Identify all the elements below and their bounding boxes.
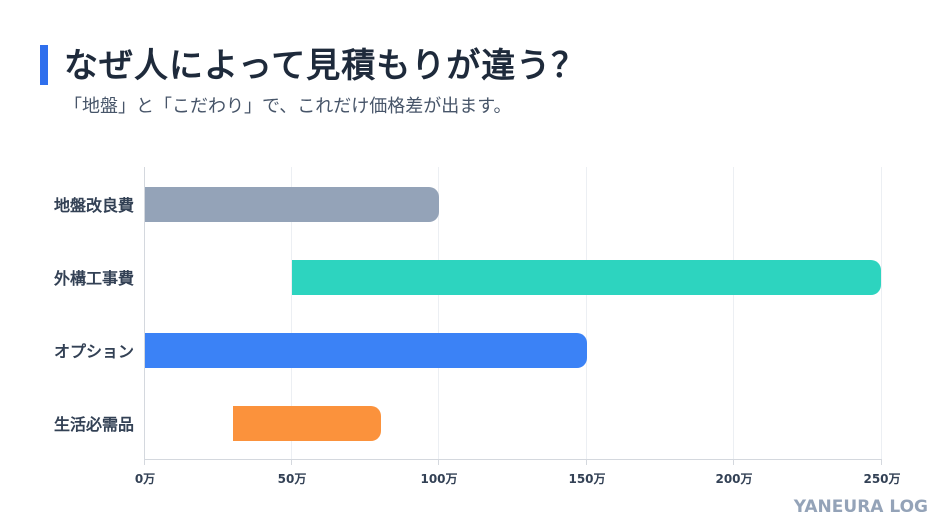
x-tick	[144, 459, 145, 465]
x-tick-label: 0万	[134, 472, 156, 486]
title-accent-bar	[40, 45, 48, 85]
gridline	[733, 167, 734, 459]
gridline	[438, 167, 439, 459]
x-tick	[291, 459, 292, 465]
x-tick-label: 200万	[715, 472, 753, 486]
bar-options	[145, 333, 587, 368]
category-label: オプション	[53, 342, 134, 361]
x-tick-label: 50万	[277, 472, 307, 486]
x-tick-label: 250万	[863, 472, 901, 486]
brand-logo: YANEURA LOG	[793, 497, 928, 517]
category-label: 生活必需品	[53, 415, 134, 434]
gridline	[291, 167, 292, 459]
x-tick	[881, 459, 882, 465]
chart-subtitle: 「地盤」と「こだわり」で、これだけ価格差が出ます。	[64, 96, 512, 117]
x-tick-label: 100万	[420, 472, 458, 486]
bar-exterior-work	[292, 260, 881, 295]
category-label: 外構工事費	[53, 269, 134, 288]
gridline	[586, 167, 587, 459]
x-tick	[586, 459, 587, 465]
chart-title: なぜ人によって見積もりが違う？	[64, 46, 587, 86]
x-tick	[733, 459, 734, 465]
x-axis	[144, 459, 882, 460]
gridline	[881, 167, 882, 459]
category-label: 地盤改良費	[53, 196, 134, 215]
y-axis	[144, 167, 145, 460]
x-tick	[438, 459, 439, 465]
bar-daily-necessities	[233, 406, 381, 441]
bar-ground-improvement	[145, 187, 440, 222]
x-tick-label: 150万	[568, 472, 606, 486]
